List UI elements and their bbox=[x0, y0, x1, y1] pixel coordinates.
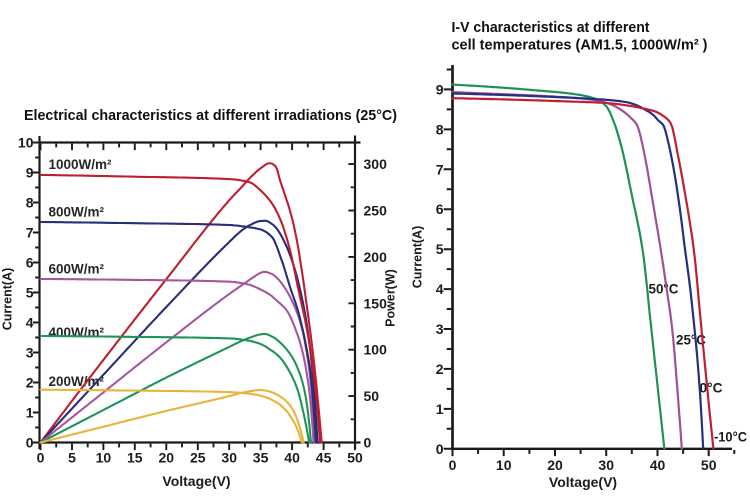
svg-text:50: 50 bbox=[347, 450, 363, 466]
svg-text:-10°C: -10°C bbox=[714, 428, 747, 444]
svg-text:10: 10 bbox=[96, 450, 112, 466]
svg-text:0: 0 bbox=[37, 450, 45, 466]
svg-text:3: 3 bbox=[26, 345, 34, 361]
svg-text:600W/m²: 600W/m² bbox=[49, 262, 105, 277]
svg-text:6: 6 bbox=[26, 255, 34, 271]
svg-text:45: 45 bbox=[316, 450, 332, 466]
svg-text:cell temperatures (AM1.5, 1000: cell temperatures (AM1.5, 1000W/m² ) bbox=[452, 37, 708, 54]
svg-text:I-V characteristics at differe: I-V characteristics at different bbox=[452, 19, 650, 36]
svg-text:20: 20 bbox=[159, 450, 175, 466]
svg-text:25°C: 25°C bbox=[676, 331, 706, 347]
svg-text:4: 4 bbox=[436, 281, 444, 297]
svg-text:Voltage(V): Voltage(V) bbox=[162, 473, 230, 489]
svg-text:3: 3 bbox=[436, 321, 444, 337]
svg-text:30: 30 bbox=[598, 457, 614, 473]
svg-text:25: 25 bbox=[190, 450, 206, 466]
svg-text:50°C: 50°C bbox=[649, 281, 679, 297]
svg-text:15: 15 bbox=[127, 450, 143, 466]
svg-text:7: 7 bbox=[26, 225, 34, 241]
svg-text:300: 300 bbox=[364, 156, 388, 172]
svg-text:5: 5 bbox=[436, 241, 444, 257]
svg-text:Voltage(V): Voltage(V) bbox=[549, 474, 617, 490]
svg-text:4: 4 bbox=[26, 315, 34, 331]
svg-text:100: 100 bbox=[364, 342, 388, 358]
svg-text:150: 150 bbox=[364, 295, 388, 311]
svg-text:0: 0 bbox=[436, 441, 444, 457]
svg-text:1: 1 bbox=[436, 401, 444, 417]
svg-text:Current(A): Current(A) bbox=[1, 268, 15, 331]
svg-text:5: 5 bbox=[26, 285, 34, 301]
svg-text:7: 7 bbox=[436, 161, 444, 177]
svg-text:50: 50 bbox=[364, 388, 380, 404]
svg-text:5: 5 bbox=[68, 450, 76, 466]
svg-text:Electrical characteristics at: Electrical characteristics at different … bbox=[24, 107, 397, 124]
svg-text:Current(A): Current(A) bbox=[411, 226, 425, 289]
svg-text:200: 200 bbox=[364, 249, 388, 265]
svg-text:10: 10 bbox=[496, 457, 512, 473]
svg-text:1000W/m²: 1000W/m² bbox=[49, 157, 113, 172]
svg-text:50: 50 bbox=[701, 457, 717, 473]
svg-text:9: 9 bbox=[436, 81, 444, 97]
svg-text:6: 6 bbox=[436, 201, 444, 217]
svg-text:0: 0 bbox=[26, 435, 34, 451]
svg-text:40: 40 bbox=[284, 450, 300, 466]
svg-text:0: 0 bbox=[364, 435, 372, 451]
svg-text:250: 250 bbox=[364, 203, 388, 219]
svg-text:8: 8 bbox=[436, 121, 444, 137]
svg-text:10: 10 bbox=[18, 135, 34, 151]
svg-text:0: 0 bbox=[449, 457, 457, 473]
svg-text:2: 2 bbox=[26, 375, 34, 391]
svg-text:2: 2 bbox=[436, 361, 444, 377]
svg-text:400W/m²: 400W/m² bbox=[49, 325, 105, 340]
svg-text:Power(W): Power(W) bbox=[384, 269, 398, 327]
svg-text:0°C: 0°C bbox=[700, 380, 723, 396]
svg-text:40: 40 bbox=[650, 457, 666, 473]
svg-text:30: 30 bbox=[221, 450, 237, 466]
svg-text:35: 35 bbox=[253, 450, 269, 466]
svg-text:800W/m²: 800W/m² bbox=[49, 205, 105, 220]
svg-text:20: 20 bbox=[547, 457, 563, 473]
svg-text:8: 8 bbox=[26, 195, 34, 211]
svg-text:9: 9 bbox=[26, 165, 34, 181]
svg-text:1: 1 bbox=[26, 405, 34, 421]
